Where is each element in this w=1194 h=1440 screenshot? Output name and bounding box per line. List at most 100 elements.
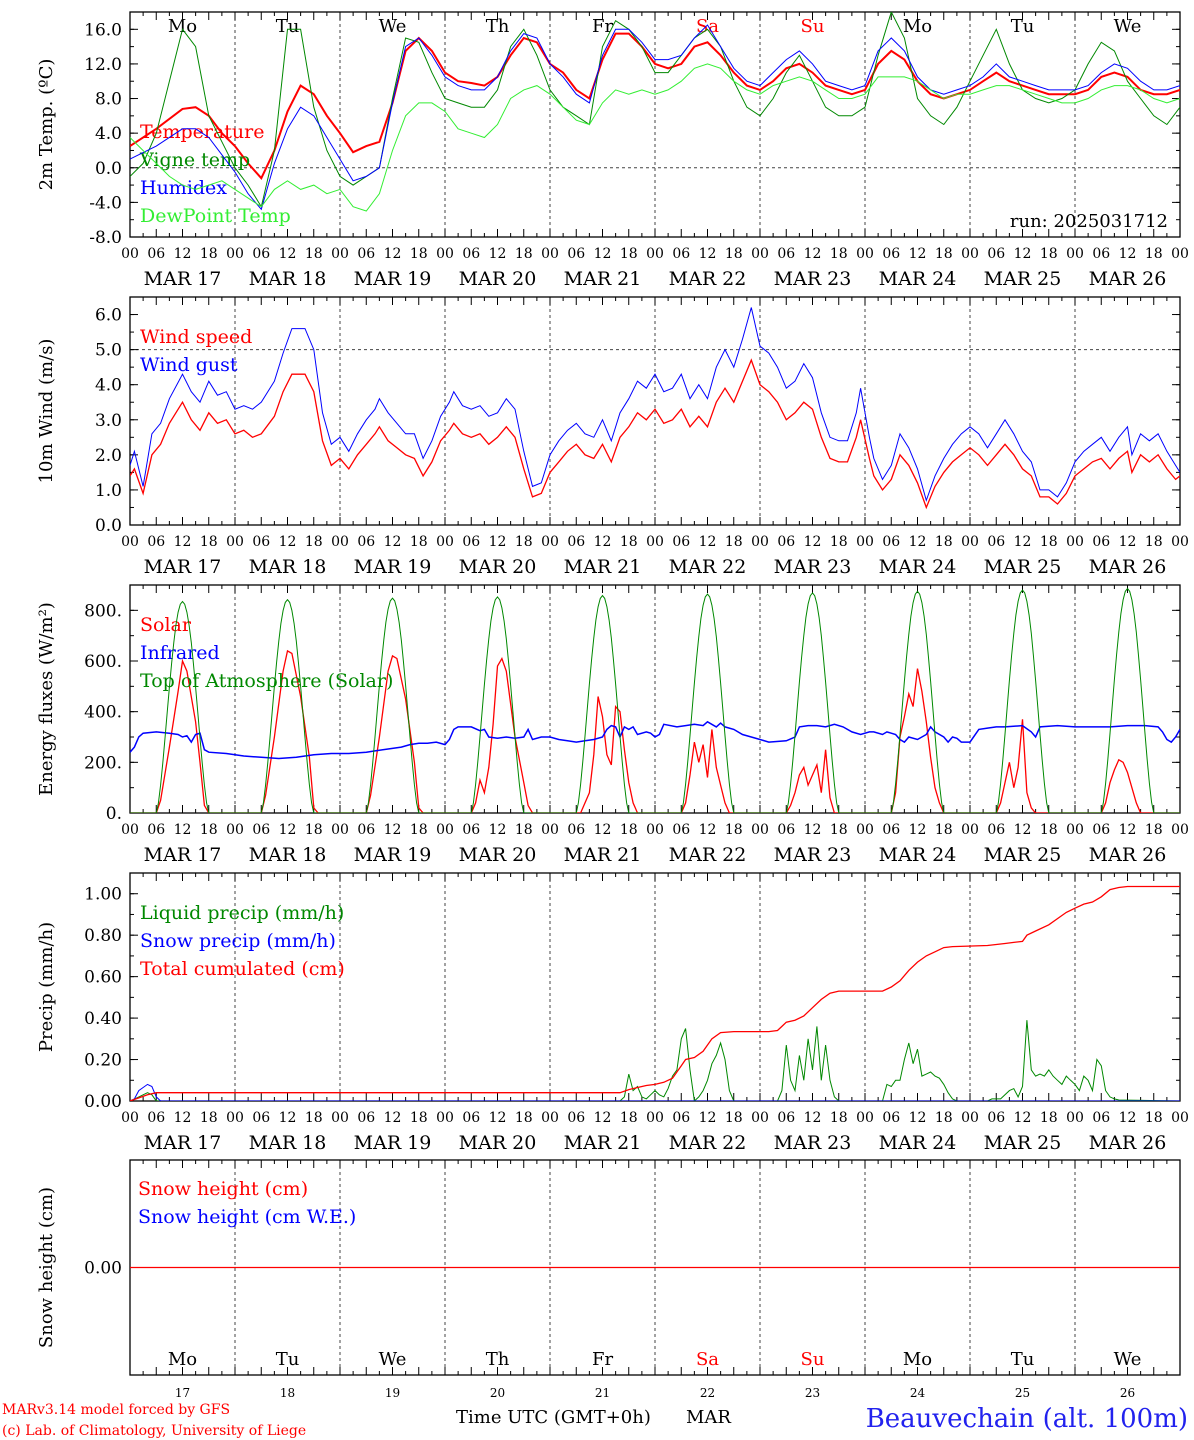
hour-label: 12 xyxy=(384,246,402,262)
hour-label: 12 xyxy=(594,1110,612,1126)
hour-label: 06 xyxy=(987,246,1005,262)
hour-label: 00 xyxy=(961,534,979,550)
hour-label: 18 xyxy=(305,246,323,262)
date-label: MAR 25 xyxy=(984,268,1062,290)
hour-label: 06 xyxy=(462,822,480,838)
hour-label: 18 xyxy=(830,534,848,550)
day-label: Fr xyxy=(592,1349,613,1370)
hour-label: 00 xyxy=(1066,1110,1084,1126)
hour-label: 18 xyxy=(410,822,428,838)
hour-label: 12 xyxy=(594,246,612,262)
hour-label: 06 xyxy=(987,822,1005,838)
day-label: Mo xyxy=(903,16,932,37)
hour-label: 06 xyxy=(567,1110,585,1126)
hour-label: 12 xyxy=(804,822,822,838)
hour-label: 00 xyxy=(121,1110,139,1126)
date-label: MAR 23 xyxy=(774,844,852,866)
date-label: MAR 22 xyxy=(669,268,747,290)
hour-label: 12 xyxy=(279,534,297,550)
y-tick-label: 0.0 xyxy=(95,516,122,536)
hour-label: 18 xyxy=(1145,1110,1163,1126)
hour-label: 06 xyxy=(567,534,585,550)
day-label: Th xyxy=(486,1349,510,1370)
hour-label: 12 xyxy=(909,822,927,838)
run-label: run: 2025031712 xyxy=(1010,211,1168,232)
hour-label: 18 xyxy=(935,1110,953,1126)
date-label: MAR 20 xyxy=(459,844,537,866)
hour-label: 12 xyxy=(594,534,612,550)
y-tick-label: 400. xyxy=(84,703,122,723)
day-number-label: 20 xyxy=(490,1386,505,1400)
y-tick-label: 2.0 xyxy=(95,446,122,466)
hour-label: 06 xyxy=(777,822,795,838)
hour-label: 18 xyxy=(1040,534,1058,550)
hour-label: 06 xyxy=(357,822,375,838)
day-label: Sa xyxy=(696,1349,719,1370)
hour-label: 06 xyxy=(252,246,270,262)
hour-label: 12 xyxy=(384,822,402,838)
date-label: MAR 21 xyxy=(564,268,642,290)
legend-entry: Snow height (cm W.E.) xyxy=(138,1206,356,1228)
hour-label: 00 xyxy=(961,822,979,838)
hour-label: 00 xyxy=(436,246,454,262)
hour-label: 12 xyxy=(699,822,717,838)
y-tick-label: 0.00 xyxy=(84,1092,122,1112)
hour-label: 06 xyxy=(777,534,795,550)
legend-entry: DewPoint Temp xyxy=(140,205,291,227)
legend-entry: Infrared xyxy=(140,642,220,664)
hour-label: 18 xyxy=(1145,246,1163,262)
hour-label: 18 xyxy=(200,822,218,838)
date-label: MAR 25 xyxy=(984,844,1062,866)
hour-label: 00 xyxy=(1171,534,1189,550)
y-axis-label: 10m Wind (m/s) xyxy=(36,339,57,484)
date-label: MAR 25 xyxy=(984,1132,1062,1154)
hour-label: 00 xyxy=(1066,534,1084,550)
day-label: Sa xyxy=(696,16,719,37)
hour-label: 18 xyxy=(1145,822,1163,838)
y-axis-label: Snow height (cm) xyxy=(36,1187,57,1348)
hour-label: 12 xyxy=(489,534,507,550)
hour-label: 18 xyxy=(410,246,428,262)
date-label: MAR 17 xyxy=(144,1132,222,1154)
hour-label: 00 xyxy=(961,1110,979,1126)
day-number-label: 22 xyxy=(700,1386,715,1400)
legend-entry: Wind gust xyxy=(140,354,238,376)
date-label: MAR 17 xyxy=(144,844,222,866)
hour-label: 12 xyxy=(1119,822,1137,838)
day-number-label: 18 xyxy=(280,1386,295,1400)
hour-label: 00 xyxy=(331,822,349,838)
series-line-snow-precip-mm-h- xyxy=(130,1083,1180,1101)
date-label: MAR 24 xyxy=(879,844,957,866)
hour-label: 18 xyxy=(305,534,323,550)
hour-label: 06 xyxy=(147,822,165,838)
hour-label: 12 xyxy=(909,246,927,262)
y-tick-label: 0.0 xyxy=(95,159,122,179)
y-tick-label: 4.0 xyxy=(95,124,122,144)
hour-label: 12 xyxy=(699,534,717,550)
hour-label: 12 xyxy=(804,246,822,262)
hour-label: 06 xyxy=(252,1110,270,1126)
date-label: MAR 26 xyxy=(1089,1132,1167,1154)
hour-label: 12 xyxy=(384,534,402,550)
y-axis-label: 2m Temp. (ºC) xyxy=(36,59,57,191)
hour-label: 00 xyxy=(856,246,874,262)
hour-label: 18 xyxy=(515,534,533,550)
hour-label: 06 xyxy=(1092,246,1110,262)
y-tick-label: 12.0 xyxy=(84,55,122,75)
day-number-label: 25 xyxy=(1015,1386,1030,1400)
station-label: Beauvechain (alt. 100m) xyxy=(866,1404,1188,1434)
hour-label: 06 xyxy=(882,822,900,838)
hour-label: 12 xyxy=(489,822,507,838)
legend-entry: Snow precip (mm/h) xyxy=(140,930,336,952)
date-label: MAR 17 xyxy=(144,556,222,578)
hour-label: 00 xyxy=(856,534,874,550)
hour-label: 18 xyxy=(515,822,533,838)
hour-label: 00 xyxy=(436,534,454,550)
day-label: Tu xyxy=(1011,1349,1035,1370)
hour-label: 12 xyxy=(279,822,297,838)
hour-label: 00 xyxy=(751,1110,769,1126)
hour-label: 12 xyxy=(174,246,192,262)
hour-label: 00 xyxy=(436,1110,454,1126)
date-label: MAR 24 xyxy=(879,1132,957,1154)
hour-label: 00 xyxy=(751,246,769,262)
